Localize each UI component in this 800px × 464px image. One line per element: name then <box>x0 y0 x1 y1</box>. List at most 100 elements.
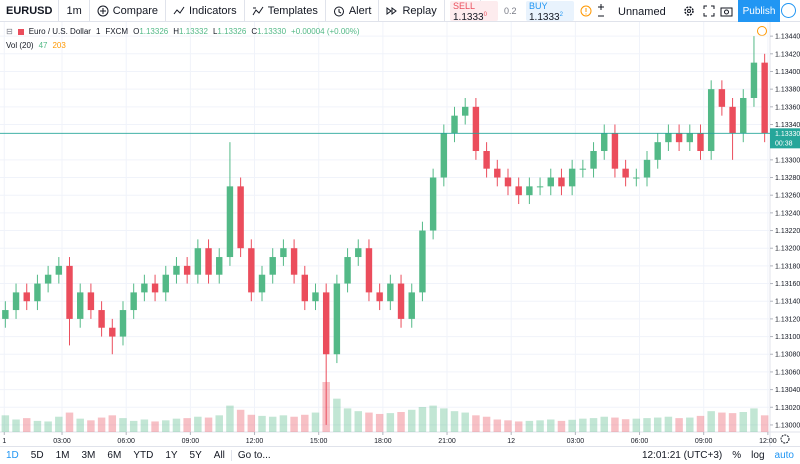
candle-body <box>226 186 234 258</box>
volume-bar <box>162 420 170 432</box>
y-tick-label: 1.13140 <box>775 299 800 306</box>
volume-bar <box>386 413 395 432</box>
candle-body <box>34 283 41 302</box>
symbol[interactable]: EURUSD <box>6 4 53 17</box>
volume-bar <box>204 417 213 432</box>
volume-bar <box>33 420 42 432</box>
x-tick-label: 1 <box>2 438 6 445</box>
range-button[interactable]: 5D <box>30 450 44 461</box>
y-tick-label: 1.13040 <box>775 387 800 394</box>
y-tick-label: 1.13080 <box>775 352 800 359</box>
axis-settings-icon[interactable] <box>780 434 790 444</box>
range-button[interactable]: 1M <box>55 450 70 461</box>
candle-body <box>761 62 768 134</box>
trading-icon[interactable] <box>580 5 592 17</box>
volume-bar <box>440 408 448 432</box>
settings-icon[interactable] <box>683 5 695 17</box>
vol-name[interactable]: Vol (20) <box>6 41 34 50</box>
fullscreen-icon[interactable] <box>703 5 715 17</box>
range-button[interactable]: 6M <box>107 450 122 461</box>
auto-toggle[interactable]: auto <box>774 450 794 461</box>
volume-bar <box>397 412 405 432</box>
range-button[interactable]: 1Y <box>165 450 178 461</box>
collapse-icon[interactable]: ⊟ <box>6 27 13 36</box>
templates-button[interactable]: Templates <box>245 0 326 22</box>
y-tick-label: 1.13180 <box>775 263 800 270</box>
buy-label: BUY <box>529 1 548 11</box>
candle-body <box>2 310 9 319</box>
y-tick-label: 1.13020 <box>775 405 800 412</box>
volume-bar <box>536 420 544 432</box>
log-toggle[interactable]: log <box>751 450 765 461</box>
range-button[interactable]: 1D <box>6 450 19 461</box>
sell-button[interactable]: SELL 1.13330 <box>450 1 498 23</box>
play-button[interactable] <box>781 3 796 18</box>
candle-body <box>151 283 159 293</box>
volume-bar <box>226 405 234 432</box>
volume-bar <box>76 418 84 432</box>
buy-button[interactable]: BUY 1.13332 <box>526 1 574 23</box>
compare-button[interactable]: Compare <box>90 0 166 22</box>
y-tick-label: 1.13420 <box>775 51 800 58</box>
y-tick-label: 1.13220 <box>775 228 800 235</box>
volume-bar <box>365 412 373 432</box>
templates-icon <box>252 6 264 15</box>
volume-bar <box>707 411 715 432</box>
candle-body <box>248 248 255 293</box>
volume-bar <box>493 419 502 432</box>
candle-body <box>301 274 308 302</box>
volume-bar <box>129 420 138 432</box>
templates-text: Templates <box>267 4 318 17</box>
range-button[interactable]: All <box>213 450 225 461</box>
volume-bar <box>611 417 619 432</box>
buy-price: 1.1333 <box>529 12 560 23</box>
layout-name[interactable]: Unnamed <box>618 6 666 18</box>
goto-button[interactable]: Go to... <box>230 450 277 461</box>
volume-bar <box>258 415 266 432</box>
alert-button[interactable]: Alert <box>326 0 380 22</box>
volume-bar <box>568 419 576 432</box>
plus-minus-icon[interactable] <box>596 3 608 19</box>
volume-bar <box>1 415 10 432</box>
percent-toggle[interactable]: % <box>732 450 742 461</box>
candle-body <box>397 283 405 319</box>
candle-body <box>536 186 544 188</box>
volume-bar <box>750 408 758 432</box>
chart: 1.13440 1.13420 1.13400 1.13380 1.13360 1.133… <box>0 22 800 446</box>
grid <box>0 22 773 435</box>
range-button[interactable]: YTD <box>133 450 154 461</box>
info-icon[interactable] <box>757 26 767 36</box>
candle-body <box>526 186 533 196</box>
y-tick-label: 1.13160 <box>775 281 800 288</box>
indicators-icon <box>173 6 185 14</box>
volume-bar <box>632 418 641 432</box>
range-button[interactable]: 5Y <box>189 450 202 461</box>
volume-bar <box>450 411 459 432</box>
range-button[interactable]: 3M <box>81 450 96 461</box>
volume-bar <box>55 416 63 432</box>
x-tick-label: 03:00 <box>53 438 71 445</box>
volume-bar <box>643 418 651 432</box>
candle-body <box>194 248 202 275</box>
indicators-button[interactable]: Indicators <box>166 0 245 22</box>
bottom-toolbar: 1D 5D 1M 3M 6M YTD 1Y 5Y All Go to... 12:01:21 (… <box>0 446 800 464</box>
candle-body <box>130 292 137 311</box>
candle-body <box>280 248 287 258</box>
volume-bar <box>407 409 416 432</box>
candle-body <box>568 168 576 187</box>
volume-bar <box>65 412 74 432</box>
publish-button[interactable]: Publish <box>738 0 780 22</box>
l-label: L <box>212 27 218 36</box>
volume-bar <box>600 416 608 432</box>
last-price-box <box>770 128 800 149</box>
volume-bar <box>579 418 587 432</box>
candle-body <box>23 292 30 302</box>
interval[interactable]: 1m <box>58 0 90 22</box>
snapshot-icon[interactable] <box>720 5 733 17</box>
candle-body <box>365 248 373 293</box>
legend-main: ⊟ Euro / U.S. Dollar 1 FXCM O1.13326 H1.… <box>6 25 360 39</box>
candle-body <box>173 265 180 275</box>
legend-source: FXCM <box>105 27 129 36</box>
candle-body <box>109 327 116 337</box>
replay-button[interactable]: Replay <box>379 0 445 22</box>
